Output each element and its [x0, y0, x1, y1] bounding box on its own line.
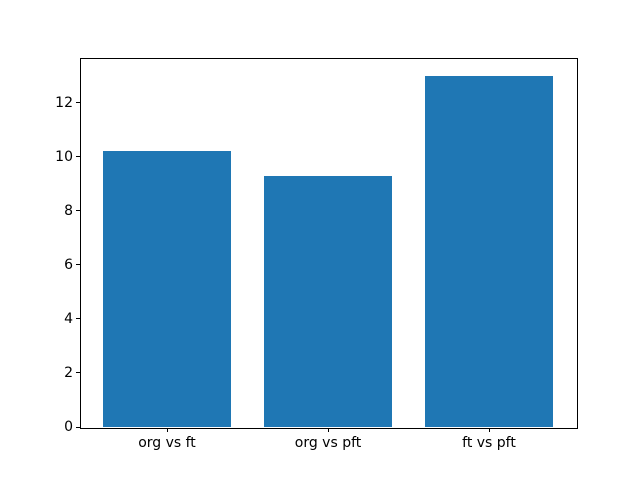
x-tick-mark — [327, 428, 329, 432]
y-tick-label: 8 — [64, 202, 73, 219]
y-tick-label: 0 — [64, 419, 73, 435]
y-tick-mark — [76, 318, 80, 320]
y-tick-mark — [76, 102, 80, 104]
x-tick-mark — [488, 428, 490, 432]
bar — [102, 151, 232, 427]
y-tick-mark — [76, 210, 80, 212]
bar — [263, 175, 393, 427]
bar — [424, 75, 554, 427]
x-tick-label: ft vs pft — [462, 435, 516, 451]
y-tick-label: 10 — [55, 148, 73, 165]
y-tick-label: 2 — [64, 364, 73, 381]
y-tick-label: 6 — [64, 256, 73, 273]
y-tick-mark — [76, 264, 80, 266]
y-tick-label: 4 — [64, 310, 73, 327]
y-tick-mark — [76, 156, 80, 158]
y-tick-label: 12 — [55, 94, 73, 111]
x-tick-label: org vs ft — [138, 435, 196, 451]
y-tick-mark — [76, 426, 80, 428]
x-tick-mark — [166, 428, 168, 432]
y-tick-mark — [76, 372, 80, 374]
x-tick-label: org vs pft — [294, 435, 362, 451]
